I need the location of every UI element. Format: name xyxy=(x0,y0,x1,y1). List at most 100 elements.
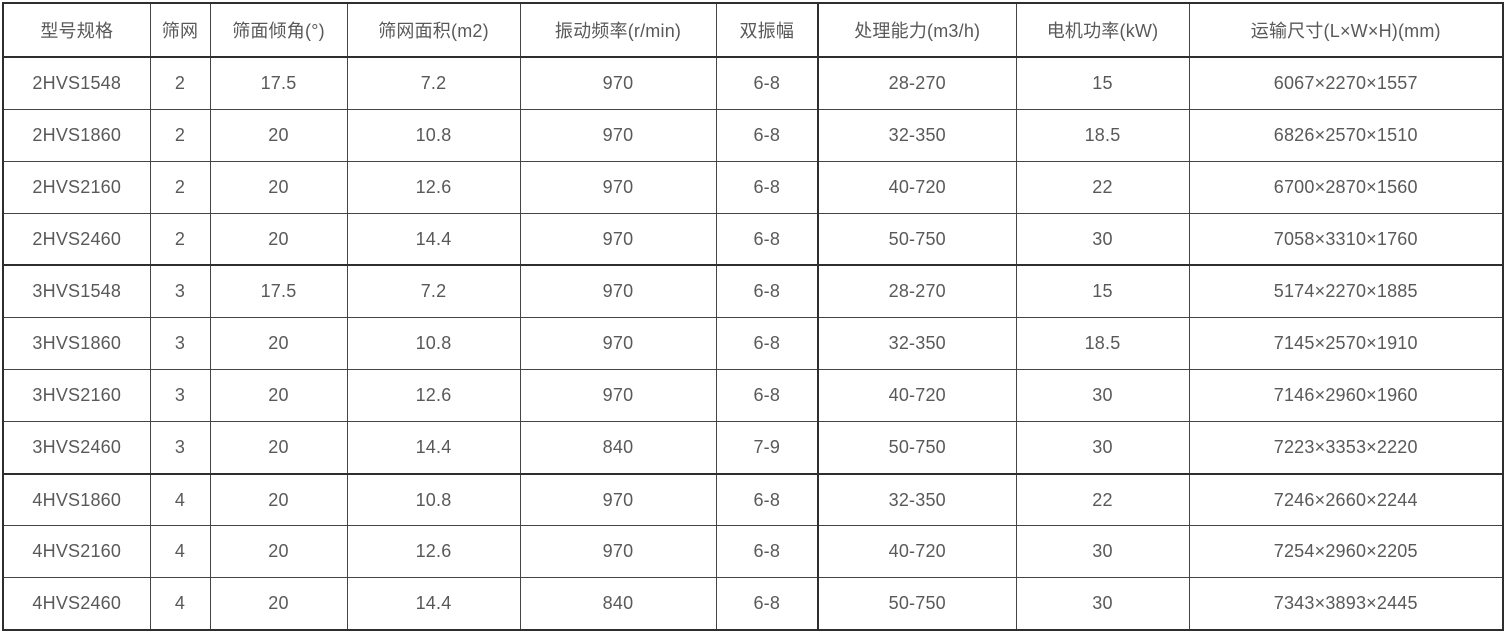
header-cell-0: 型号规格 xyxy=(2,2,151,58)
table-cell: 12.6 xyxy=(346,369,521,423)
header-cell-4: 振动频率(r/min) xyxy=(519,2,717,58)
table-cell: 6-8 xyxy=(715,316,819,371)
table-cell: 2 xyxy=(149,212,211,266)
table-cell: 3 xyxy=(149,369,211,423)
header-cell-1: 筛网 xyxy=(149,2,211,58)
model-cell: 4HVS1860 xyxy=(2,473,151,527)
table-cell: 970 xyxy=(519,473,717,527)
table-cell: 20 xyxy=(209,473,348,527)
table-cell: 32-350 xyxy=(817,108,1017,162)
table-row: 2HVS1860 2 20 10.8 970 6-8 32-350 18.5 6826×2570… xyxy=(2,108,1504,162)
table-cell: 18.5 xyxy=(1015,316,1190,371)
table-group-2: 4HVS1860 4 20 10.8 970 6-8 32-350 22 7246×2660×2… xyxy=(2,473,1504,631)
table-cell: 840 xyxy=(519,421,717,475)
table-cell: 3 xyxy=(149,421,211,475)
table-cell: 6-8 xyxy=(715,108,819,162)
table-cell: 17.5 xyxy=(209,264,348,318)
model-cell: 2HVS2460 xyxy=(2,212,151,266)
table-row: 4HVS2160 4 20 12.6 970 6-8 40-720 30 7254×2960×2… xyxy=(2,525,1504,579)
header-cell-5: 双振幅 xyxy=(715,2,819,58)
table-cell: 840 xyxy=(519,577,717,631)
table-cell: 20 xyxy=(209,108,348,162)
table-cell: 12.6 xyxy=(346,160,521,214)
table-cell: 14.4 xyxy=(346,212,521,266)
table-cell: 6-8 xyxy=(715,212,819,266)
model-cell: 4HVS2160 xyxy=(2,525,151,579)
table-cell: 6-8 xyxy=(715,577,819,631)
table-group-0: 2HVS1548 2 17.5 7.2 970 6-8 28-270 15 6067×2270×… xyxy=(2,56,1504,266)
table-cell: 15 xyxy=(1015,56,1190,110)
table-cell: 30 xyxy=(1015,577,1190,631)
model-cell: 3HVS1860 xyxy=(2,316,151,371)
table-cell: 6-8 xyxy=(715,56,819,110)
table-cell: 50-750 xyxy=(817,577,1017,631)
table-cell: 20 xyxy=(209,421,348,475)
table-cell: 4 xyxy=(149,525,211,579)
table-row: 2HVS2460 2 20 14.4 970 6-8 50-750 30 7058×3310×1… xyxy=(2,212,1504,266)
model-cell: 2HVS1860 xyxy=(2,108,151,162)
table-cell: 12.6 xyxy=(346,525,521,579)
header-cell-2: 筛面倾角(°) xyxy=(209,2,348,58)
model-cell: 3HVS2460 xyxy=(2,421,151,475)
table-cell: 40-720 xyxy=(817,369,1017,423)
table-cell: 6-8 xyxy=(715,160,819,214)
table-cell: 7146×2960×1960 xyxy=(1188,369,1504,423)
model-cell: 4HVS2460 xyxy=(2,577,151,631)
table-group-1: 3HVS1548 3 17.5 7.2 970 6-8 28-270 15 5174×2270×… xyxy=(2,264,1504,475)
table-row: 3HVS1548 3 17.5 7.2 970 6-8 28-270 15 5174×2270×… xyxy=(2,264,1504,318)
table-cell: 20 xyxy=(209,525,348,579)
model-cell: 2HVS2160 xyxy=(2,160,151,214)
table-row: 3HVS2460 3 20 14.4 840 7-9 50-750 30 7223×3353×2… xyxy=(2,421,1504,475)
table-cell: 7254×2960×2205 xyxy=(1188,525,1504,579)
header-cell-8: 运输尺寸(L×W×H)(mm) xyxy=(1188,2,1504,58)
table-cell: 7223×3353×2220 xyxy=(1188,421,1504,475)
header-cell-6: 处理能力(m3/h) xyxy=(817,2,1017,58)
model-cell: 2HVS1548 xyxy=(2,56,151,110)
table-cell: 20 xyxy=(209,212,348,266)
table-cell: 40-720 xyxy=(817,160,1017,214)
table-header: 型号规格 筛网 筛面倾角(°) 筛网面积(m2) 振动频率(r/min) 双振幅 处理能力(… xyxy=(2,2,1504,58)
table-cell: 6700×2870×1560 xyxy=(1188,160,1504,214)
table-cell: 28-270 xyxy=(817,56,1017,110)
table-cell: 20 xyxy=(209,160,348,214)
table-cell: 15 xyxy=(1015,264,1190,318)
table-cell: 17.5 xyxy=(209,56,348,110)
table-cell: 6-8 xyxy=(715,473,819,527)
table-cell: 2 xyxy=(149,108,211,162)
table-cell: 30 xyxy=(1015,369,1190,423)
table-cell: 14.4 xyxy=(346,421,521,475)
table-cell: 18.5 xyxy=(1015,108,1190,162)
table-cell: 28-270 xyxy=(817,264,1017,318)
table-cell: 20 xyxy=(209,369,348,423)
table-cell: 970 xyxy=(519,160,717,214)
table-cell: 7.2 xyxy=(346,264,521,318)
table-cell: 6-8 xyxy=(715,264,819,318)
table-cell: 3 xyxy=(149,264,211,318)
table-cell: 7-9 xyxy=(715,421,819,475)
table-cell: 6067×2270×1557 xyxy=(1188,56,1504,110)
table-cell: 970 xyxy=(519,369,717,423)
table-header-row: 型号规格 筛网 筛面倾角(°) 筛网面积(m2) 振动频率(r/min) 双振幅 处理能力(… xyxy=(2,2,1504,58)
model-cell: 3HVS2160 xyxy=(2,369,151,423)
table-cell: 4 xyxy=(149,577,211,631)
table-cell: 970 xyxy=(519,264,717,318)
table-row: 2HVS2160 2 20 12.6 970 6-8 40-720 22 6700×2870×1… xyxy=(2,160,1504,214)
table-cell: 2 xyxy=(149,56,211,110)
table-cell: 10.8 xyxy=(346,108,521,162)
table-cell: 32-350 xyxy=(817,316,1017,371)
table-row: 2HVS1548 2 17.5 7.2 970 6-8 28-270 15 6067×2270×… xyxy=(2,56,1504,110)
model-cell: 3HVS1548 xyxy=(2,264,151,318)
table-row: 4HVS2460 4 20 14.4 840 6-8 50-750 30 7343×3893×2… xyxy=(2,577,1504,631)
table-cell: 22 xyxy=(1015,160,1190,214)
table-cell: 30 xyxy=(1015,212,1190,266)
table-cell: 7145×2570×1910 xyxy=(1188,316,1504,371)
table-cell: 10.8 xyxy=(346,316,521,371)
table-cell: 20 xyxy=(209,316,348,371)
table-cell: 7.2 xyxy=(346,56,521,110)
table-cell: 10.8 xyxy=(346,473,521,527)
table-cell: 970 xyxy=(519,525,717,579)
table-cell: 970 xyxy=(519,56,717,110)
table-cell: 5174×2270×1885 xyxy=(1188,264,1504,318)
